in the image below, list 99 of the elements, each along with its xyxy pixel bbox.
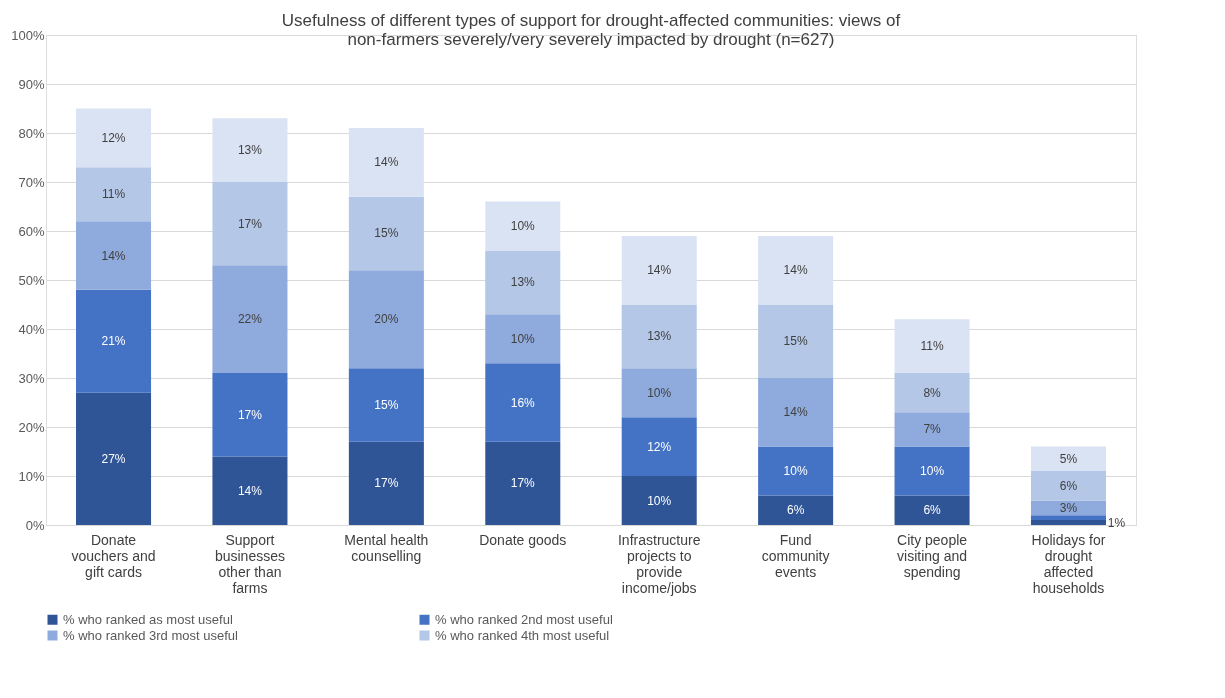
- y-tick-label: 90%: [18, 76, 45, 92]
- y-tick-label: 30%: [18, 370, 45, 386]
- bar: [758, 304, 834, 378]
- data-label: 10%: [647, 385, 672, 400]
- bar: [894, 446, 970, 496]
- data-label: 10%: [510, 219, 536, 234]
- data-label: 21%: [101, 334, 126, 349]
- bar: [76, 167, 152, 222]
- y-tick-label: 60%: [18, 223, 45, 239]
- legend-label: % who ranked as most useful: [63, 611, 233, 627]
- data-label: 3%: [1059, 500, 1078, 515]
- bar: [485, 250, 561, 315]
- bar: [894, 319, 970, 374]
- bar: [76, 221, 152, 290]
- data-label: 6%: [923, 503, 942, 518]
- data-label: 5%: [1059, 451, 1078, 466]
- data-label: 11%: [101, 187, 126, 202]
- bar: [894, 373, 970, 413]
- data-label: 10%: [647, 493, 672, 508]
- data-label: 12%: [647, 439, 672, 454]
- data-label: 10%: [510, 331, 536, 346]
- y-tick-label: 10%: [18, 468, 45, 484]
- data-label: 8%: [923, 385, 942, 400]
- x-tick-label: Fund community events: [761, 531, 830, 580]
- y-tick-label: 20%: [18, 419, 45, 435]
- data-label: 22%: [237, 312, 263, 327]
- x-tick-label: Donate vouchers and gift cards: [71, 531, 156, 580]
- bar: [212, 265, 288, 374]
- bar: [758, 378, 834, 447]
- bar: [894, 412, 970, 447]
- y-tick-label: 50%: [18, 272, 45, 288]
- bar: [212, 182, 288, 266]
- bar: [621, 368, 697, 418]
- bar: [485, 201, 561, 251]
- data-label: 14%: [101, 248, 126, 263]
- data-label: 1%: [1107, 515, 1126, 530]
- data-label: 17%: [237, 407, 263, 422]
- y-tick-label: 0%: [25, 517, 45, 533]
- data-label: 17%: [374, 476, 399, 491]
- data-label: 14%: [237, 483, 263, 498]
- data-label: 14%: [783, 405, 808, 420]
- data-label: 11%: [920, 339, 944, 354]
- data-label: 17%: [510, 476, 536, 491]
- data-label: 20%: [374, 312, 399, 327]
- x-tick-label: Support businesses other than farms: [214, 531, 285, 596]
- y-tick-label: 100%: [11, 27, 45, 43]
- y-tick-label: 80%: [18, 125, 45, 141]
- bar: [485, 441, 561, 525]
- data-label: 27%: [101, 451, 126, 466]
- data-label: 17%: [237, 216, 263, 231]
- bar: [1030, 515, 1106, 521]
- data-label: 15%: [374, 397, 399, 412]
- data-label: 16%: [510, 395, 536, 410]
- bar: [621, 417, 697, 476]
- bar: [348, 128, 424, 197]
- bar: [1030, 520, 1106, 525]
- data-label: 10%: [920, 464, 945, 479]
- y-tick-label: 40%: [18, 321, 45, 337]
- bar: [212, 373, 288, 457]
- data-label: 12%: [101, 130, 126, 145]
- bar: [212, 118, 288, 182]
- bar: [621, 304, 697, 369]
- data-label: 14%: [647, 263, 672, 278]
- data-label: 10%: [783, 464, 808, 479]
- x-tick-label: Infrastructure projects to provide income/jobs: [617, 531, 701, 596]
- x-tick-label: Mental health counselling: [344, 531, 429, 564]
- bar: [76, 108, 152, 168]
- bar: [348, 441, 424, 525]
- bar: [758, 235, 834, 305]
- data-label: 13%: [237, 143, 263, 158]
- bar: [212, 456, 288, 525]
- data-label: 7%: [923, 422, 942, 437]
- x-tick-label: Donate goods: [479, 531, 567, 548]
- bar: [485, 363, 561, 442]
- legend-label: % who ranked 4th most useful: [435, 627, 610, 643]
- data-label: 15%: [374, 226, 399, 241]
- bar: [76, 289, 152, 393]
- bar: [348, 368, 424, 442]
- legend-label: % who ranked 2nd most useful: [435, 611, 613, 627]
- y-tick-label: 70%: [18, 174, 45, 190]
- bar: [621, 476, 697, 525]
- data-label: 6%: [786, 503, 805, 518]
- data-label: 6%: [1059, 478, 1078, 493]
- x-tick-label: City people visiting and spending: [897, 531, 968, 580]
- legend-label: % who ranked 3rd most useful: [63, 627, 238, 643]
- data-label: 13%: [510, 275, 536, 290]
- data-label: 14%: [374, 155, 399, 170]
- chart-title: Usefulness of different types of support for drought-affected communities: views of non-farmers severely/very severely impacted by drought (n=627): [281, 11, 901, 49]
- data-label: 15%: [783, 334, 808, 349]
- x-tick-label: Holidays for drought affected households: [1031, 531, 1106, 596]
- bar: [348, 196, 424, 271]
- bar: [621, 235, 697, 305]
- data-label: 14%: [783, 263, 808, 278]
- bar: [485, 314, 561, 364]
- bar: [348, 270, 424, 369]
- bar: [1030, 471, 1106, 501]
- bar: [758, 446, 834, 496]
- data-label: 13%: [647, 329, 672, 344]
- bar: [76, 392, 152, 525]
